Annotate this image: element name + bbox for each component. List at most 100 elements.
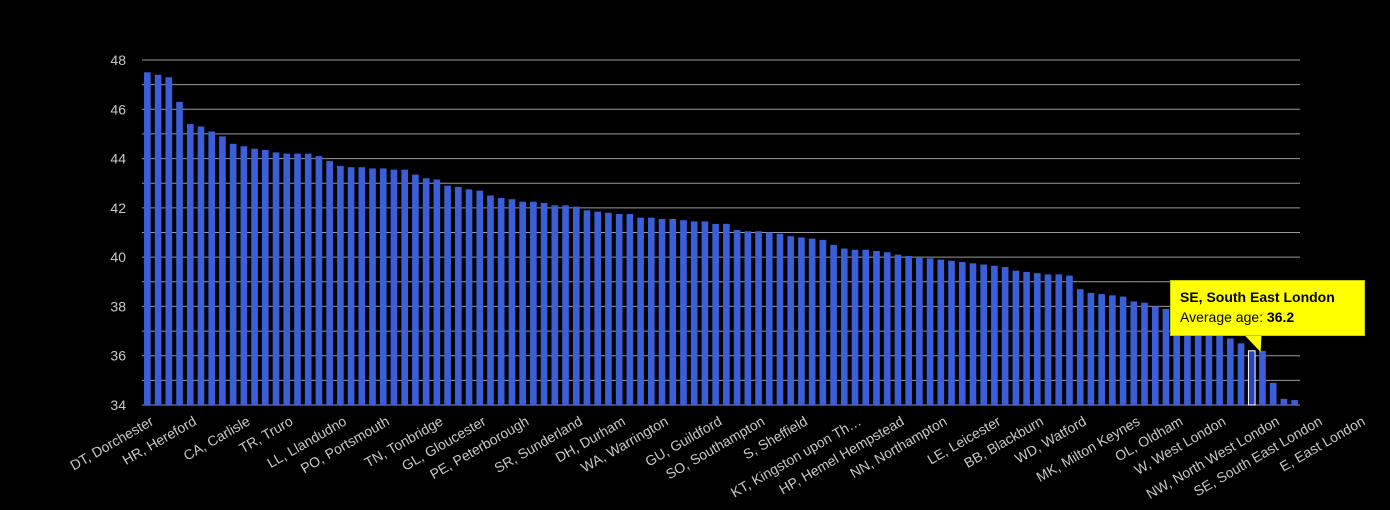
bar[interactable] [251,148,258,405]
bar[interactable] [798,237,805,405]
bar[interactable] [186,124,194,405]
bar[interactable] [326,161,333,405]
bar[interactable] [765,232,773,406]
bar[interactable] [540,202,548,405]
bar[interactable] [787,236,795,405]
bar[interactable] [690,221,698,405]
bar[interactable] [562,205,569,405]
bar[interactable] [776,233,784,405]
bar[interactable] [197,126,205,405]
bar[interactable] [862,249,870,405]
bar[interactable] [337,165,344,405]
bar[interactable] [969,263,977,405]
bar[interactable] [369,168,376,405]
bar[interactable] [626,214,634,405]
bar[interactable] [701,221,709,405]
bar[interactable] [958,262,966,405]
bar[interactable] [712,223,719,405]
bar[interactable] [1280,398,1288,405]
bar[interactable] [1269,382,1277,405]
bar-highlighted[interactable] [1247,350,1256,406]
bar[interactable] [1130,301,1138,406]
bar[interactable] [744,231,752,405]
bar[interactable] [229,143,237,406]
bar[interactable] [1291,400,1298,405]
bar[interactable] [1237,343,1245,405]
bar[interactable] [519,201,526,405]
bar[interactable] [1012,270,1020,405]
bar[interactable] [1151,306,1159,405]
bar[interactable] [476,190,484,405]
bar[interactable] [916,257,923,405]
bar[interactable] [315,156,323,405]
bar[interactable] [1055,274,1063,405]
bar[interactable] [1205,326,1213,405]
bar[interactable] [680,220,687,405]
bar[interactable] [669,218,677,405]
bar[interactable] [154,74,162,405]
bar[interactable] [647,217,655,405]
bar[interactable] [1141,302,1148,405]
bar[interactable] [840,248,848,405]
bar[interactable] [1001,267,1009,405]
bar[interactable] [454,186,462,405]
bar[interactable] [1109,295,1116,405]
bar[interactable] [1098,294,1105,405]
bar[interactable] [444,185,451,405]
bar[interactable] [530,201,537,405]
bar[interactable] [1119,296,1127,405]
bar[interactable] [755,231,762,405]
bar[interactable] [1259,350,1266,405]
bar[interactable] [819,239,827,405]
bar[interactable] [572,206,580,405]
bar[interactable] [1076,289,1084,405]
bar[interactable] [422,178,430,405]
bar[interactable] [283,153,291,405]
bar[interactable] [1216,333,1223,405]
bar[interactable] [433,179,441,405]
bar[interactable] [905,255,912,405]
bar[interactable] [294,153,301,405]
bar[interactable] [1173,311,1181,405]
bar[interactable] [465,189,473,406]
bar[interactable] [594,211,602,405]
bar[interactable] [808,238,816,405]
bar[interactable] [272,152,280,405]
bar[interactable] [948,260,955,405]
bar[interactable] [583,210,591,405]
bar[interactable] [1162,308,1170,405]
bar[interactable] [883,252,891,405]
bar[interactable] [379,168,387,405]
bar[interactable] [219,136,226,405]
bar[interactable] [347,167,355,405]
bar[interactable] [508,199,516,405]
bar[interactable] [1087,292,1095,405]
bar[interactable] [1066,275,1073,406]
bar[interactable] [551,205,559,405]
bar[interactable] [401,169,409,405]
bar[interactable] [830,244,837,405]
bar[interactable] [1023,271,1030,405]
bar[interactable] [412,174,419,405]
bar[interactable] [1044,274,1052,405]
bar[interactable] [1033,273,1041,405]
bar[interactable] [165,77,173,405]
bar[interactable] [176,101,183,405]
bar[interactable] [358,167,366,405]
bar[interactable] [937,259,945,405]
bar[interactable] [733,230,741,405]
bar[interactable] [1226,338,1234,405]
bar[interactable] [240,146,248,405]
bar[interactable] [390,169,398,405]
bar[interactable] [980,264,988,405]
bar[interactable] [497,198,505,405]
bar[interactable] [304,153,312,405]
bar[interactable] [637,217,644,405]
bar[interactable] [487,195,494,405]
bar[interactable] [1184,316,1191,405]
bar[interactable] [261,149,269,405]
bar[interactable] [873,250,880,405]
bar[interactable] [615,214,623,405]
bar[interactable] [894,254,902,405]
bar[interactable] [144,72,151,405]
